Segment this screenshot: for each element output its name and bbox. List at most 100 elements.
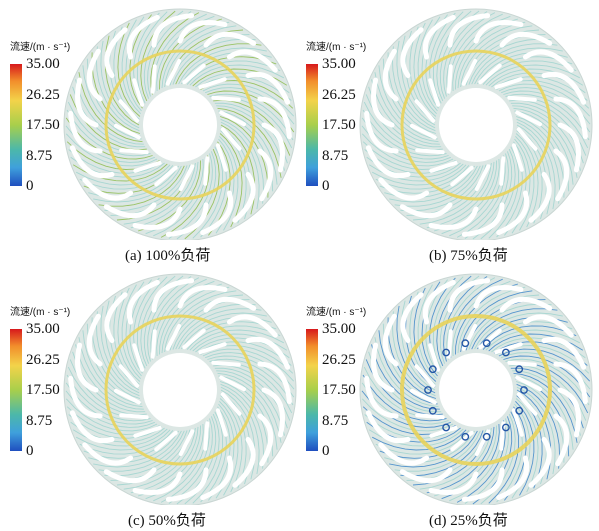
inner-vane: [494, 342, 523, 355]
inner-vane: [132, 343, 145, 372]
inner-vane: [219, 375, 246, 392]
streakline: [513, 107, 578, 178]
streakline: [364, 414, 459, 439]
outer-vane: [68, 375, 103, 419]
inner-vane: [211, 360, 241, 367]
vortex: [482, 432, 491, 441]
streakline: [515, 116, 565, 198]
vortex: [428, 406, 437, 415]
impeller: [359, 273, 593, 505]
outer-vane: [371, 342, 395, 393]
streakline: [504, 141, 527, 236]
inner-vane: [474, 429, 491, 456]
streakline: [136, 276, 168, 369]
inner-vane: [410, 388, 437, 405]
streakline: [147, 276, 192, 362]
impeller: [63, 8, 297, 240]
streakline: [168, 418, 213, 504]
outer-vane: [553, 96, 588, 140]
outer-vane: [365, 410, 411, 444]
streakline: [389, 430, 478, 468]
streakline: [378, 330, 438, 405]
streakline: [371, 79, 440, 145]
streakline: [66, 109, 151, 157]
streakline: [189, 329, 285, 351]
inner-vane: [461, 59, 478, 86]
streakline: [413, 287, 437, 382]
outer-vane: [399, 467, 453, 484]
vortex: [428, 365, 437, 374]
streakline: [91, 52, 141, 134]
vortex: [442, 348, 451, 357]
outer-vane: [496, 455, 530, 501]
panel-caption: (c) 50%负荷: [128, 513, 206, 529]
streakline: [217, 372, 282, 443]
inner-vane: [215, 143, 228, 172]
vortex: [515, 406, 524, 415]
streakline: [374, 337, 439, 408]
inner-vane: [178, 164, 195, 191]
colorbar-tick-min: 0: [26, 443, 34, 459]
outer-vane: [165, 467, 209, 502]
inner-vane: [494, 77, 523, 90]
hub: [439, 353, 513, 427]
colorbar-tick-8: 8.75: [26, 148, 53, 164]
streakline: [498, 83, 591, 117]
streakline: [186, 60, 281, 85]
outer-vane: [541, 71, 587, 105]
inner-vane: [182, 63, 206, 85]
streakline: [100, 40, 140, 129]
streakline: [457, 21, 526, 89]
streakline: [419, 427, 492, 490]
streakline: [419, 162, 492, 225]
outer-vane: [126, 14, 160, 60]
streakline: [208, 141, 231, 236]
inner-vane: [511, 408, 524, 437]
streakline: [202, 83, 295, 117]
outer-vane: [557, 387, 581, 438]
outer-vane: [364, 375, 399, 419]
streakline: [516, 118, 561, 204]
streakline: [75, 164, 171, 186]
streakline: [172, 303, 256, 350]
streakline: [505, 358, 590, 406]
streakline: [503, 90, 591, 133]
streakline: [117, 287, 141, 382]
inner-vane: [211, 95, 241, 102]
outer-vane: [422, 279, 456, 325]
vortex: [515, 365, 524, 374]
colorbar: [10, 329, 22, 451]
streakline: [394, 165, 481, 207]
streakline: [121, 284, 141, 380]
streakline: [208, 406, 231, 501]
outer-vane: [461, 467, 505, 502]
outer-vane: [499, 296, 553, 313]
colorbar-tick-17: 17.50: [322, 382, 356, 398]
outer-vane: [151, 13, 195, 48]
vortex: [461, 339, 470, 348]
streakline: [207, 355, 295, 398]
inner-vane: [118, 364, 140, 388]
streakline: [460, 290, 533, 353]
colorbar-tick-max: 35.00: [26, 321, 60, 337]
outer-vane: [126, 279, 160, 325]
hub: [439, 88, 513, 162]
streakline: [175, 43, 262, 85]
outer-vane: [365, 145, 411, 179]
outer-vane: [364, 110, 399, 154]
outer-vane: [261, 122, 285, 173]
inner-vane: [515, 110, 542, 127]
streakline: [216, 370, 285, 436]
outer-vane: [382, 48, 399, 102]
colorbar-tick-8: 8.75: [26, 413, 53, 429]
streakline: [218, 110, 278, 185]
streakline: [130, 161, 199, 229]
outer-vane: [69, 145, 115, 179]
streakline: [117, 22, 141, 117]
streakline: [513, 372, 578, 443]
streakline: [220, 386, 260, 475]
streakline: [78, 337, 143, 408]
streakline: [192, 146, 224, 239]
outer-vane: [200, 190, 234, 236]
inner-vane: [428, 343, 441, 372]
